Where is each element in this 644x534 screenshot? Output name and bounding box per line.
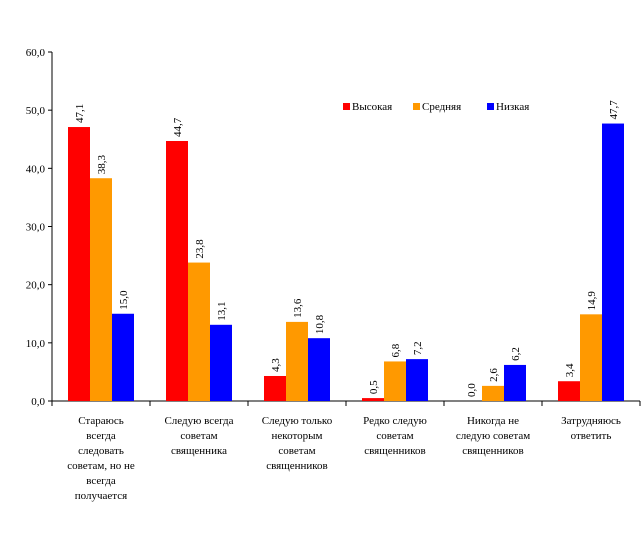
category-label-line: Стараюсь — [78, 415, 124, 427]
data-label: 6,8 — [390, 343, 402, 357]
category-label-line: Следую только — [262, 415, 333, 427]
data-label: 10,8 — [314, 314, 326, 334]
bar-Низкая — [602, 123, 624, 402]
bar-Низкая — [406, 359, 428, 401]
category-label-line: Никогда не — [467, 415, 519, 427]
bar-Высокая — [68, 127, 90, 401]
data-labels: 47,1 38,3 15,0 44,7 23,8 13,1 4,3 13,6 10,8 0,5 6,… — [74, 100, 620, 397]
data-label: 4,3 — [270, 358, 282, 372]
bar-Высокая — [264, 375, 286, 401]
data-label: 47,1 — [74, 104, 86, 123]
category-label-line: священников — [462, 445, 523, 457]
category-label-line: священника — [171, 445, 227, 457]
y-tick-label: 40,0 — [26, 163, 46, 175]
category-label-line: следовать — [78, 445, 124, 457]
category-labels: Стараюсь всегда следовать советам, но не все… — [67, 415, 621, 502]
y-tick-label: 20,0 — [26, 280, 46, 292]
category-label-line: советам — [376, 430, 413, 442]
category-label-line: священников — [364, 445, 425, 457]
data-label: 13,1 — [216, 302, 228, 321]
data-label: 13,6 — [292, 298, 304, 318]
data-label: 6,2 — [510, 347, 522, 361]
data-label: 0,0 — [466, 383, 478, 397]
category-label: Затрудняюсь ответить — [561, 415, 621, 442]
bar-Низкая — [504, 364, 526, 401]
bar-Средняя — [384, 361, 406, 401]
bar-Средняя — [286, 321, 308, 401]
data-label: 47,7 — [608, 100, 620, 120]
bar-Средняя — [90, 178, 112, 401]
bar-Высокая — [362, 398, 384, 401]
category-label-line: Редко следую — [363, 415, 427, 427]
data-label: 23,8 — [194, 239, 206, 259]
bar-Низкая — [112, 313, 134, 401]
data-label: 44,7 — [172, 117, 184, 137]
category-label-line: советам — [180, 430, 217, 442]
bar-Высокая — [558, 381, 580, 401]
category-label-line: советам — [278, 445, 315, 457]
legend-label: Высокая — [352, 101, 392, 113]
legend-label: Средняя — [422, 101, 461, 113]
category-label-line: всегда — [86, 430, 116, 442]
bar-Средняя — [188, 262, 210, 401]
category-label-line: следую советам — [456, 430, 530, 442]
x-axis — [51, 400, 641, 406]
y-axis: 0,0 10,0 20,0 30,0 40,0 50,0 60,0 — [26, 47, 53, 408]
y-tick-label: 50,0 — [26, 105, 46, 117]
category-label-line: некоторым — [272, 430, 323, 442]
data-label: 3,4 — [564, 363, 576, 377]
y-tick-label: 60,0 — [26, 47, 46, 59]
category-label-line: Следую всегда — [164, 415, 233, 427]
y-tick-label: 30,0 — [26, 222, 46, 234]
legend: Высокая Средняя Низкая — [343, 101, 529, 113]
bar-Низкая — [210, 324, 232, 401]
bars — [68, 123, 624, 402]
data-label: 0,5 — [368, 380, 380, 394]
category-label-line: советам, но не — [67, 460, 135, 472]
data-label: 15,0 — [118, 290, 130, 310]
legend-label: Низкая — [496, 101, 529, 113]
category-label-line: Затрудняюсь — [561, 415, 621, 427]
y-tick-label: 0,0 — [31, 396, 45, 408]
category-label-line: священников — [266, 460, 327, 472]
legend-swatch — [343, 103, 350, 110]
data-label: 7,2 — [412, 341, 424, 355]
y-tick-label: 10,0 — [26, 338, 46, 350]
bar-Высокая — [166, 140, 188, 401]
bar-Средняя — [580, 314, 602, 401]
legend-swatch — [413, 103, 420, 110]
bar-Низкая — [308, 338, 330, 401]
category-label: Стараюсь всегда следовать советам, но не все… — [67, 415, 135, 502]
category-label-line: получается — [75, 490, 127, 502]
category-label: Следую всегда советам священника — [164, 415, 233, 457]
legend-swatch — [487, 103, 494, 110]
category-label: Следую только некоторым советам священников — [262, 415, 333, 472]
bar-Средняя — [482, 385, 504, 401]
category-label-line: всегда — [86, 475, 116, 487]
data-label: 2,6 — [488, 368, 500, 382]
category-label-line: ответить — [571, 430, 612, 442]
category-label: Редко следую советам священников — [363, 415, 427, 457]
data-label: 14,9 — [586, 291, 598, 311]
data-label: 38,3 — [96, 154, 108, 174]
category-label: Никогда не следую советам священников — [456, 415, 530, 457]
